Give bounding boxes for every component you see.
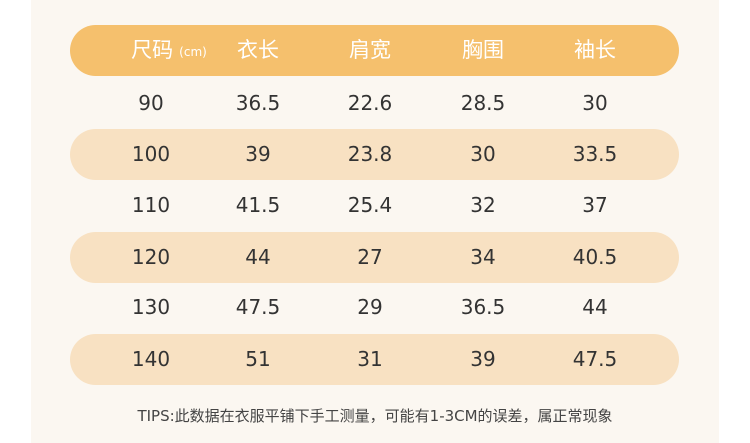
measurement-tips: TIPS:此数据在衣服平铺下手工测量，可能有1-3CM的误差，属正常现象 [137, 407, 613, 425]
size-cell: 90 [138, 91, 164, 115]
size-cell: 140 [131, 347, 171, 371]
chest-cell: 39 [470, 347, 496, 371]
header-length: 衣长 [237, 38, 279, 62]
size-cell: 100 [131, 142, 171, 166]
size-cell: 110 [131, 193, 171, 217]
chest-cell: 28.5 [460, 91, 506, 115]
shoulder-cell: 25.4 [347, 193, 393, 217]
chest-cell: 32 [470, 193, 496, 217]
length-cell: 41.5 [235, 193, 281, 217]
shoulder-cell: 29 [357, 295, 383, 319]
sleeve-cell: 40.5 [572, 245, 618, 269]
chest-cell: 30 [470, 142, 496, 166]
table-row: 110 41.5 25.4 32 37 [70, 180, 679, 231]
shoulder-cell: 23.8 [347, 142, 393, 166]
length-cell: 39 [245, 142, 271, 166]
header-unit: (cm) [179, 45, 207, 59]
shoulder-cell: 27 [357, 245, 383, 269]
table-row: 130 47.5 29 36.5 44 [70, 282, 679, 333]
table-row: 140 51 31 39 47.5 [70, 334, 679, 385]
length-cell: 47.5 [235, 295, 281, 319]
size-cell: 120 [131, 245, 171, 269]
length-cell: 51 [245, 347, 271, 371]
size-cell: 130 [131, 295, 171, 319]
header-shoulder: 肩宽 [349, 38, 391, 62]
sleeve-cell: 47.5 [572, 347, 618, 371]
chest-cell: 34 [470, 245, 496, 269]
size-table-header: 尺码 (cm) 衣长 肩宽 胸围 袖长 [70, 25, 679, 76]
shoulder-cell: 31 [357, 347, 383, 371]
header-size-label: 尺码 [131, 38, 174, 62]
header-sleeve: 袖长 [574, 38, 616, 62]
sleeve-cell: 30 [582, 91, 608, 115]
table-row: 90 36.5 22.6 28.5 30 [70, 78, 679, 129]
sleeve-cell: 44 [582, 295, 608, 319]
sleeve-cell: 37 [582, 193, 608, 217]
sleeve-cell: 33.5 [572, 142, 618, 166]
length-cell: 36.5 [235, 91, 281, 115]
chest-cell: 36.5 [460, 295, 506, 319]
header-chest: 胸围 [462, 38, 504, 62]
shoulder-cell: 22.6 [347, 91, 393, 115]
length-cell: 44 [245, 245, 271, 269]
table-row: 120 44 27 34 40.5 [70, 232, 679, 283]
header-size: 尺码 (cm) [131, 25, 207, 76]
table-row: 100 39 23.8 30 33.5 [70, 129, 679, 180]
